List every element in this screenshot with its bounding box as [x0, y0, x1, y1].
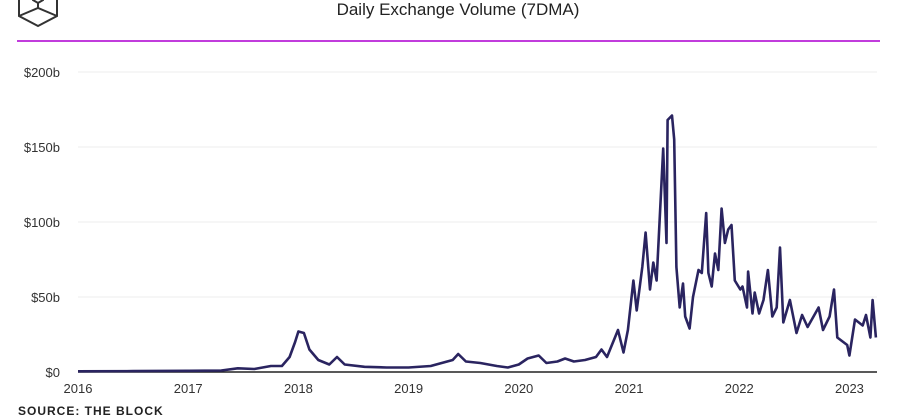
y-tick-label: $100b [24, 215, 60, 230]
chart-title: Daily Exchange Volume (7DMA) [336, 0, 580, 19]
x-tick-label: 2021 [615, 381, 644, 396]
source-note: SOURCE: THE BLOCK [18, 404, 164, 418]
y-tick-label: $200b [24, 65, 60, 80]
x-tick-label: 2022 [725, 381, 754, 396]
title-divider [17, 40, 880, 42]
x-tick-label: 2016 [64, 381, 93, 396]
the-block-logo [16, 0, 60, 35]
y-tick-label: $50b [31, 290, 60, 305]
x-tick-label: 2018 [284, 381, 313, 396]
y-tick-label: $0 [46, 365, 60, 380]
x-tick-label: 2020 [504, 381, 533, 396]
x-tick-label: 2019 [394, 381, 423, 396]
x-tick-label: 2023 [835, 381, 864, 396]
series-line [77, 114, 878, 373]
x-tick-label: 2017 [174, 381, 203, 396]
y-tick-label: $150b [24, 140, 60, 155]
